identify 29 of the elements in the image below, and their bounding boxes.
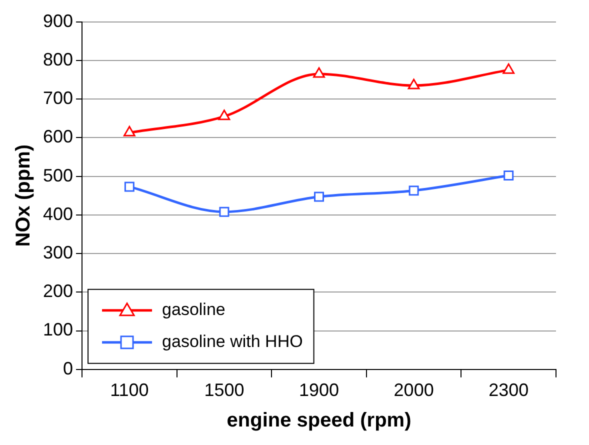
y-tick-label: 700 bbox=[42, 88, 74, 108]
legend-label: gasoline with HHO bbox=[162, 332, 303, 352]
point bbox=[218, 110, 230, 120]
point bbox=[504, 170, 514, 181]
y-tick-label: 100 bbox=[42, 320, 74, 340]
x-tick-label: 2300 bbox=[488, 380, 529, 400]
y-tick-label: 400 bbox=[42, 204, 74, 224]
y-tick-label: 200 bbox=[42, 281, 74, 302]
y-tick-label: 600 bbox=[42, 126, 74, 147]
point bbox=[219, 206, 230, 217]
point bbox=[314, 192, 324, 202]
y-tick-label: 300 bbox=[42, 242, 74, 262]
y-tick-label: 0 bbox=[63, 358, 74, 378]
y-tick-label: 800 bbox=[42, 49, 74, 70]
y-axis-title: NOx (ppm) bbox=[12, 144, 35, 247]
y-tick-label: 900 bbox=[42, 10, 74, 31]
y-tick-label: 500 bbox=[42, 165, 74, 186]
point bbox=[502, 63, 515, 74]
x-tick-label: 1100 bbox=[110, 380, 149, 400]
x-tick-label: 2000 bbox=[394, 380, 434, 400]
point bbox=[313, 67, 325, 78]
point bbox=[408, 186, 419, 196]
legend-label: gasoline bbox=[162, 300, 226, 320]
x-tick-label: 1900 bbox=[298, 380, 340, 400]
point bbox=[124, 182, 134, 192]
point bbox=[123, 126, 136, 136]
x-tick-label: 1500 bbox=[204, 380, 244, 400]
x-axis-title: engine speed (rpm) bbox=[226, 410, 412, 432]
point bbox=[408, 78, 420, 90]
